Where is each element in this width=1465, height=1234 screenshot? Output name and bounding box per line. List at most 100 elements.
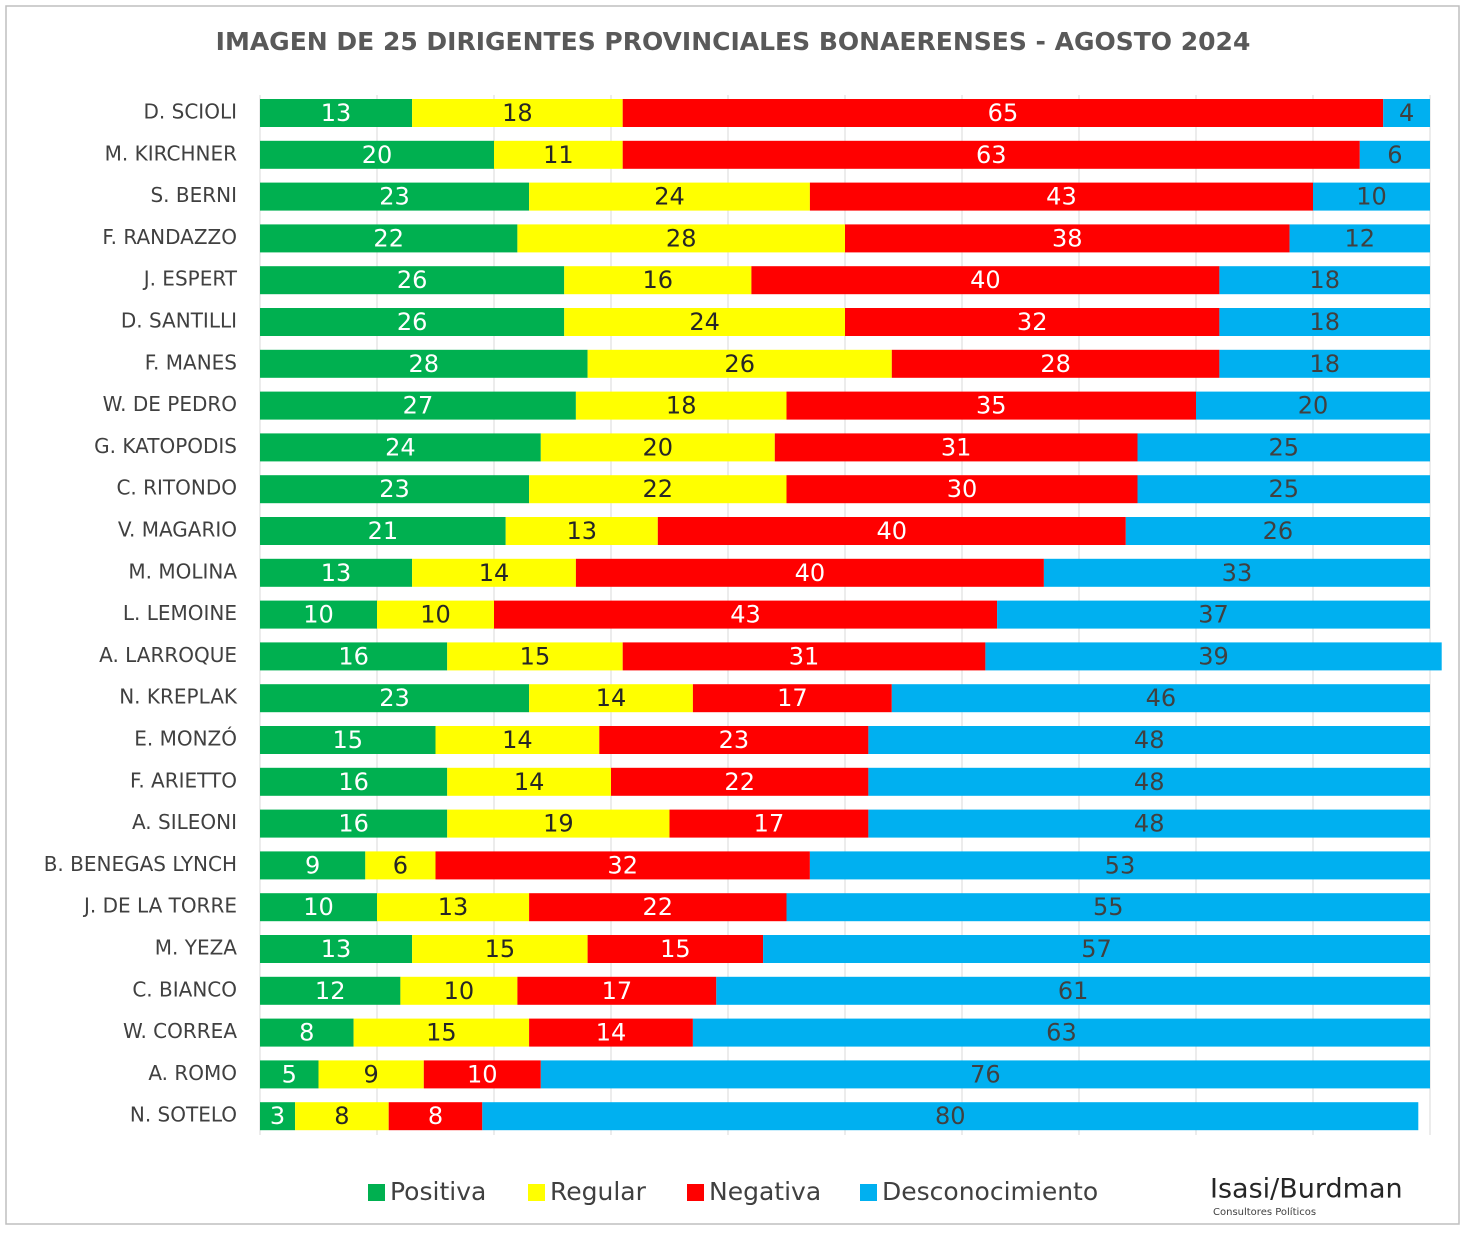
bar-segment: [260, 976, 401, 1005]
data-label: 48: [1134, 810, 1165, 838]
data-label: 12: [1345, 224, 1376, 252]
data-label: 57: [1081, 935, 1112, 963]
bar-segment: [353, 1018, 530, 1047]
data-label: 23: [379, 684, 410, 712]
legend-swatch: [528, 1184, 545, 1201]
bar-segment: [435, 726, 600, 754]
bar-segment: [1125, 517, 1430, 545]
bar-segment: [774, 433, 1138, 462]
bar-segment: [377, 893, 530, 922]
data-label: 16: [338, 642, 369, 670]
data-label: 9: [305, 851, 320, 879]
y-tick-label: N. KREPLAK: [119, 685, 238, 709]
bar-segment: [540, 433, 775, 462]
bar-segment: [260, 308, 565, 336]
bar-segment: [845, 308, 1220, 336]
bar-segment: [260, 1018, 354, 1047]
bar-segment: [260, 935, 413, 963]
data-label: 33: [1222, 559, 1253, 587]
data-label: 26: [397, 308, 428, 336]
data-label: 40: [795, 559, 826, 587]
data-label: 80: [935, 1102, 966, 1130]
y-tick-label: F. MANES: [145, 350, 237, 374]
y-tick-label: M. KIRCHNER: [105, 141, 237, 165]
bar-segment: [318, 1060, 424, 1089]
bar-segment: [564, 266, 752, 295]
data-label: 8: [299, 1019, 314, 1047]
data-label: 10: [303, 893, 334, 921]
data-label: 31: [941, 433, 972, 461]
legend-label: Desconocimiento: [882, 1177, 1098, 1206]
y-tick-label: M. MOLINA: [128, 559, 237, 583]
data-label: 76: [970, 1060, 1001, 1088]
data-label: 13: [321, 935, 352, 963]
bar-segment: [1313, 182, 1430, 211]
data-label: 18: [1309, 266, 1340, 294]
data-label: 13: [438, 893, 469, 921]
data-label: 22: [643, 893, 674, 921]
bar-segment: [529, 475, 787, 504]
y-tick-label: S. BERNI: [150, 183, 237, 207]
y-tick-label: A. SILEONI: [132, 810, 237, 834]
data-label: 20: [362, 141, 393, 169]
legend-swatch: [368, 1184, 385, 1201]
bar-segment: [260, 433, 541, 462]
data-label: 48: [1134, 726, 1165, 754]
bar-segment: [997, 600, 1430, 629]
data-label: 18: [502, 99, 533, 127]
bar-segment: [669, 809, 869, 838]
data-label: 25: [1268, 433, 1299, 461]
data-label: 26: [1263, 517, 1294, 545]
legend-swatch: [687, 1184, 704, 1201]
data-label: 37: [1198, 601, 1229, 629]
data-label: 23: [379, 183, 410, 211]
legend-swatch: [860, 1184, 877, 1201]
y-tick-label: L. LEMOINE: [123, 601, 237, 625]
bar-segment: [622, 99, 1384, 127]
y-tick-label: F. RANDAZZO: [102, 225, 237, 249]
data-label: 15: [426, 1019, 457, 1047]
bar-segment: [529, 893, 787, 922]
data-label: 26: [397, 266, 428, 294]
data-label: 28: [666, 224, 697, 252]
y-tick-label: W. CORREA: [123, 1019, 237, 1043]
bar-segment: [529, 182, 810, 211]
bar-segment: [482, 1102, 1419, 1131]
data-label: 12: [315, 977, 346, 1005]
bar-segment: [447, 642, 623, 671]
y-tick-label: C. RITONDO: [116, 476, 237, 500]
y-tick-label: J. ESPERT: [142, 267, 238, 291]
bar-segment: [692, 1018, 1430, 1047]
bar-segment: [260, 893, 377, 922]
data-label: 25: [1268, 475, 1299, 503]
bar-segment: [786, 893, 1430, 922]
data-label: 24: [689, 308, 720, 336]
y-tick-label: M. YEZA: [155, 936, 238, 960]
data-label: 3: [270, 1102, 285, 1130]
bar-segment: [763, 935, 1430, 963]
bar-segment: [260, 349, 588, 378]
data-label: 61: [1058, 977, 1089, 1005]
bar-segment: [868, 809, 1430, 838]
data-label: 15: [485, 935, 516, 963]
data-label: 43: [1046, 183, 1077, 211]
data-label: 16: [338, 768, 369, 796]
data-label: 13: [321, 99, 352, 127]
bar-segment: [564, 308, 845, 336]
bar-segment: [260, 642, 448, 671]
bar-segment: [435, 851, 810, 880]
bar-segment: [260, 391, 576, 420]
bar-segment: [587, 935, 764, 963]
bar-segment: [260, 224, 518, 253]
bar-segment: [622, 140, 1360, 169]
data-label: 10: [303, 601, 334, 629]
bar-segment: [575, 391, 787, 420]
data-label: 24: [385, 433, 416, 461]
legend-label: Negativa: [709, 1177, 821, 1206]
data-label: 8: [428, 1102, 443, 1130]
data-label: 63: [976, 141, 1007, 169]
bar-segment: [751, 266, 1220, 295]
data-label: 11: [543, 141, 574, 169]
bar-segment: [260, 767, 448, 796]
